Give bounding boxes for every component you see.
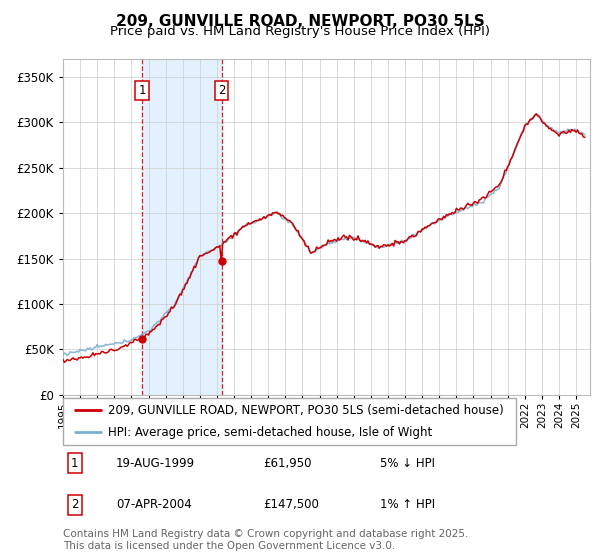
Text: 19-AUG-1999: 19-AUG-1999 (116, 456, 195, 470)
Text: 2: 2 (71, 498, 79, 511)
Text: 1% ↑ HPI: 1% ↑ HPI (380, 498, 435, 511)
Text: Price paid vs. HM Land Registry's House Price Index (HPI): Price paid vs. HM Land Registry's House … (110, 25, 490, 38)
Text: 2: 2 (218, 84, 226, 97)
Text: 1: 1 (71, 456, 79, 470)
FancyBboxPatch shape (63, 398, 516, 445)
Text: HPI: Average price, semi-detached house, Isle of Wight: HPI: Average price, semi-detached house,… (109, 426, 433, 439)
Text: 5% ↓ HPI: 5% ↓ HPI (380, 456, 435, 470)
Text: 1: 1 (139, 84, 146, 97)
Text: £61,950: £61,950 (263, 456, 312, 470)
Text: 07-APR-2004: 07-APR-2004 (116, 498, 191, 511)
Text: 209, GUNVILLE ROAD, NEWPORT, PO30 5LS: 209, GUNVILLE ROAD, NEWPORT, PO30 5LS (116, 14, 484, 29)
Text: Contains HM Land Registry data © Crown copyright and database right 2025.
This d: Contains HM Land Registry data © Crown c… (63, 529, 469, 551)
Text: 209, GUNVILLE ROAD, NEWPORT, PO30 5LS (semi-detached house): 209, GUNVILLE ROAD, NEWPORT, PO30 5LS (s… (109, 404, 504, 417)
Bar (142, 59, 221, 395)
Text: £147,500: £147,500 (263, 498, 320, 511)
